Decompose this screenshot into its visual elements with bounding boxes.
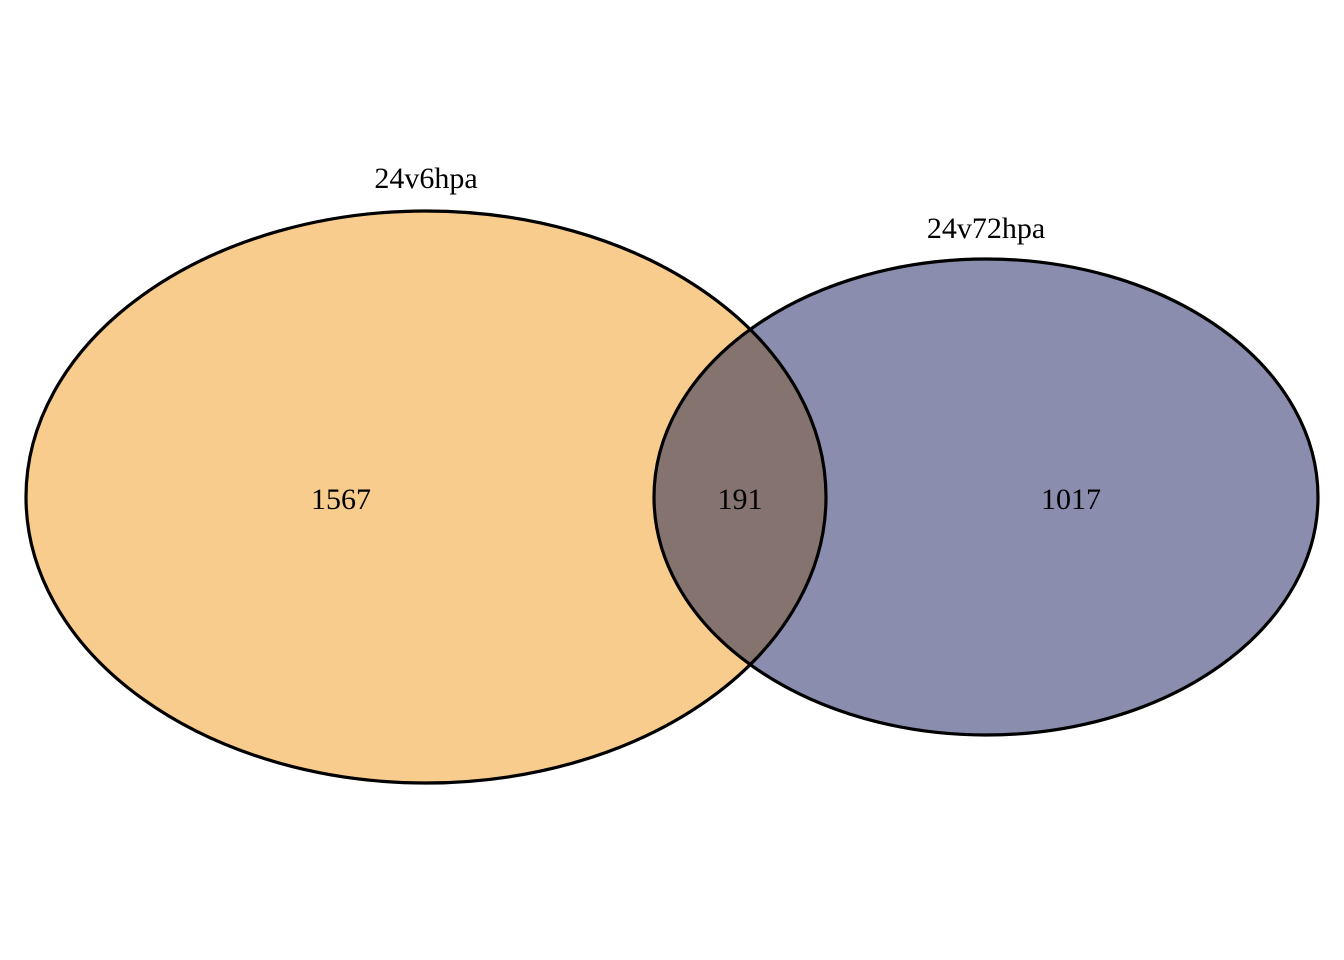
set-label-24v6hpa: 24v6hpa xyxy=(374,162,477,195)
set-24v6hpa-region xyxy=(26,211,826,783)
set-24v72hpa-region xyxy=(654,259,1318,735)
set-24v6hpa-outline xyxy=(24,209,828,785)
set-label-24v72hpa: 24v72hpa xyxy=(927,212,1045,245)
count-intersection: 191 xyxy=(718,483,763,516)
count-24v6hpa-only: 1567 xyxy=(311,483,371,516)
count-24v72hpa-only: 1017 xyxy=(1041,483,1101,516)
set-24v72hpa-outline xyxy=(652,257,1320,737)
